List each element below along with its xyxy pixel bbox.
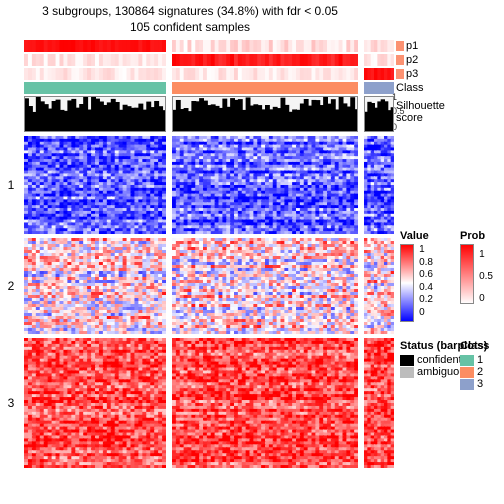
track-p2-b2 xyxy=(364,54,394,66)
ann-label-class: Class xyxy=(396,82,424,94)
track-p1-b1 xyxy=(172,40,358,52)
track-p3-b2 xyxy=(364,68,394,80)
chart-title: 3 subgroups, 130864 signatures (34.8%) w… xyxy=(0,4,380,35)
heatmap-row-label-2: 2 xyxy=(2,279,20,293)
track-p1-b0 xyxy=(24,40,166,52)
ann-label-p1: p1 xyxy=(396,40,418,52)
heatmap-r2-b1 xyxy=(172,338,358,468)
heatmap-r0-b2 xyxy=(364,136,394,234)
track-p3-b0 xyxy=(24,68,166,80)
track-p1-b2 xyxy=(364,40,394,52)
track-p2-b0 xyxy=(24,54,166,66)
heatmap-r0-b0 xyxy=(24,136,166,234)
track-silhouette-b2 xyxy=(364,96,394,132)
title-line-2: 105 confident samples xyxy=(0,20,380,36)
track-class-b2 xyxy=(364,82,394,94)
track-p2-b1 xyxy=(172,54,358,66)
track-p3-b1 xyxy=(172,68,358,80)
legend-prob: Prob 1 0.5 0 xyxy=(460,230,504,310)
legend-value: Value 1 0.8 0.6 0.4 0.2 0 xyxy=(400,230,450,322)
legend-class: Class 1 2 3 xyxy=(460,340,504,390)
heatmap-row-label-1: 1 xyxy=(2,178,20,192)
ann-label-p2: p2 xyxy=(396,54,418,66)
title-line-1: 3 subgroups, 130864 signatures (34.8%) w… xyxy=(0,4,380,20)
heatmap-r1-b0 xyxy=(24,238,166,334)
heatmap-r2-b2 xyxy=(364,338,394,468)
heatmap-r1-b1 xyxy=(172,238,358,334)
ann-label-p3: p3 xyxy=(396,68,418,80)
track-silhouette-b0 xyxy=(24,96,166,132)
track-class-b1 xyxy=(172,82,358,94)
track-silhouette-b1 xyxy=(172,96,358,132)
heatmap-r0-b1 xyxy=(172,136,358,234)
heatmap-r1-b2 xyxy=(364,238,394,334)
heatmap-row-label-3: 3 xyxy=(2,396,20,410)
heatmap-r2-b0 xyxy=(24,338,166,468)
track-class-b0 xyxy=(24,82,166,94)
